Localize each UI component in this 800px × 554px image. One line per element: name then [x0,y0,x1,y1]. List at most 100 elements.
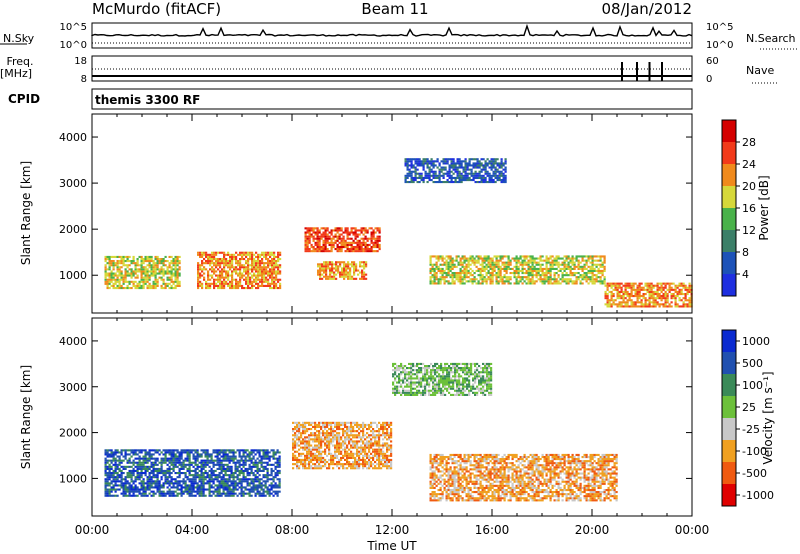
heatmap-cell [575,255,578,258]
heatmap-cell [314,241,317,244]
heatmap-cell [249,278,252,281]
heatmap-cell [134,486,137,489]
heatmap-cell [215,258,218,261]
heatmap-cell [488,160,491,163]
heatmap-cell [227,251,230,254]
heatmap-cell [346,227,349,230]
heatmap-cell [660,290,663,293]
heatmap-cell [666,299,669,302]
heatmap-cell [440,166,443,169]
heatmap-cell [537,261,540,264]
heatmap-cell [366,229,369,232]
heatmap-cell [361,277,364,280]
heatmap-cell [577,272,580,275]
heatmap-cell [354,229,357,232]
heatmap-cell [254,486,257,489]
heatmap-cell [634,301,637,304]
heatmap-cell [494,168,497,171]
heatmap-cell [182,478,185,481]
heatmap-cell [326,434,329,437]
heatmap-cell [116,474,119,477]
heatmap-cell [330,243,333,246]
heatmap-cell [573,267,576,270]
heatmap-cell [339,265,342,268]
heatmap-cell [495,282,498,285]
heatmap-cell [470,164,473,167]
heatmap-cell [218,449,221,452]
heatmap-cell [112,469,115,472]
heatmap-cell [221,268,224,271]
heatmap-cell [152,453,155,456]
heatmap-cell [251,253,254,256]
heatmap-cell [480,162,483,165]
heatmap-cell [106,476,109,479]
heatmap-cell [160,461,163,464]
heatmap-cell [346,231,349,234]
heatmap-cell [262,461,265,464]
heatmap-cell [104,278,107,281]
heatmap-cell [298,467,301,470]
heatmap-cell [591,263,594,266]
heatmap-cell [241,251,244,254]
heatmap-cell [577,276,580,279]
heatmap-cell [184,472,187,475]
heatmap-cell [172,459,175,462]
heatmap-cell [168,264,171,267]
heatmap-cell [666,282,669,285]
heatmap-cell [342,241,345,244]
heatmap-cell [443,282,446,285]
heatmap-cell [138,463,141,466]
heatmap-cell [172,451,175,454]
heatmap-cell [525,282,528,285]
heatmap-cell [116,478,119,481]
heatmap-cell [224,457,227,460]
heatmap-cell [132,490,135,493]
heatmap-cell [644,301,647,304]
heatmap-cell [688,305,691,308]
heatmap-cell [362,237,365,240]
heatmap-cell [292,467,295,470]
heatmap-cell [197,287,200,290]
heatmap-cell [322,423,325,426]
heatmap-cell [370,231,373,234]
heatmap-cell [404,176,407,179]
heatmap-cell [203,251,206,254]
heatmap-cell [565,278,568,281]
heatmap-cell [128,461,131,464]
heatmap-cell [575,265,578,268]
heatmap-cell [176,272,179,275]
heatmap-cell [370,246,373,249]
heatmap-cell [336,243,339,246]
heatmap-cell [585,272,588,275]
heatmap-cell [138,449,141,452]
heatmap-cell [650,305,653,308]
heatmap-cell [162,474,165,477]
heatmap-cell [152,260,155,263]
heatmap-cell [202,480,205,483]
heatmap-cell [180,455,183,458]
heatmap-cell [541,259,544,262]
heatmap-cell [136,262,139,265]
heatmap-cell [308,421,311,424]
heatmap-cell [310,458,313,461]
heatmap-cell [176,284,179,287]
heatmap-cell [589,276,592,279]
heatmap-cell [192,488,195,491]
heatmap-cell [310,467,313,470]
heatmap-cell [559,263,562,266]
heatmap-cell [319,269,322,272]
heatmap-cell [136,282,139,285]
heatmap-cell [128,469,131,472]
heatmap-cell [225,258,228,261]
heatmap-cell [160,287,163,290]
heatmap-cell [132,474,135,477]
heatmap-cell [227,278,230,281]
heatmap-cell [180,472,183,475]
heatmap-cell [222,474,225,477]
heatmap-cell [210,480,213,483]
heatmap-cell [216,455,219,458]
heatmap-cell [424,176,427,179]
heatmap-cell [430,164,433,167]
heatmap-cell [456,168,459,171]
heatmap-cell [517,269,520,272]
